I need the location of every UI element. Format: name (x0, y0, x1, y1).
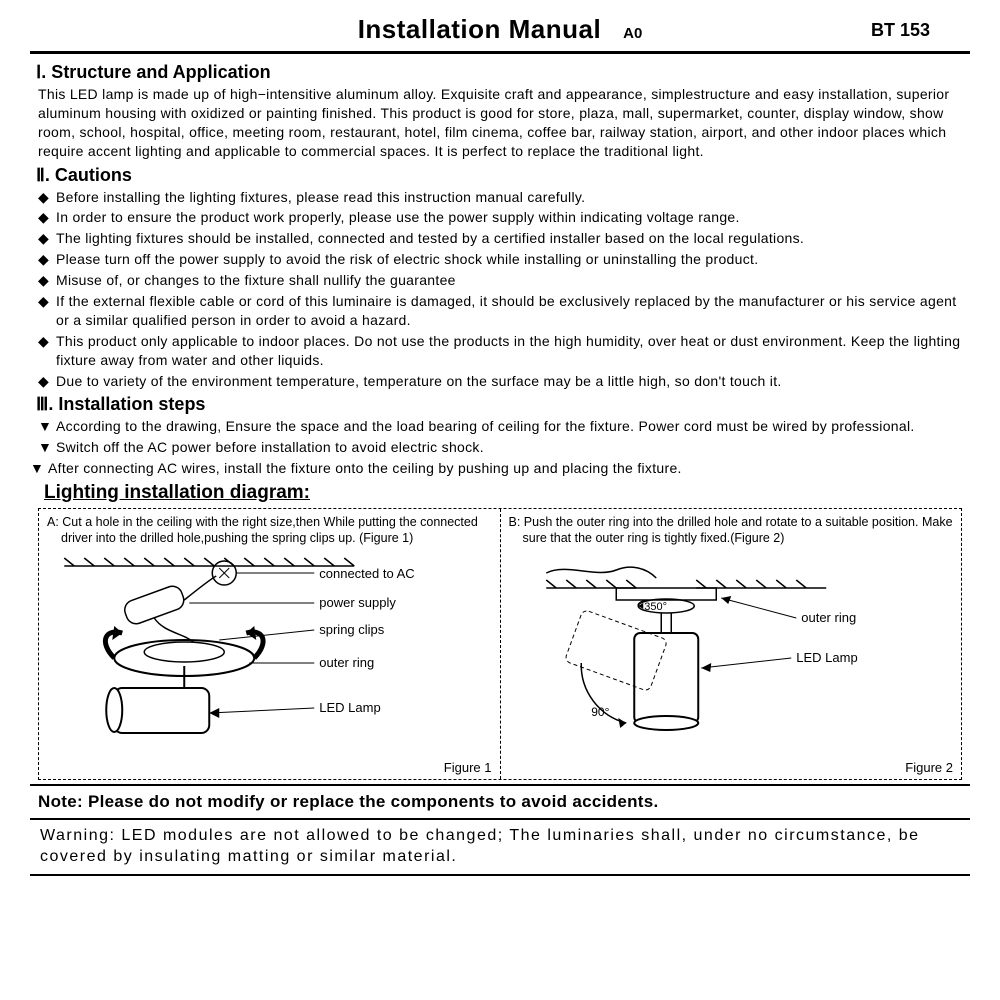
step-item: ▼Switch off the AC power before installa… (38, 438, 962, 457)
caution-item: ◆This product only applicable to indoor … (38, 332, 962, 370)
label-psu: power supply (319, 595, 396, 610)
divider (30, 784, 970, 786)
label-ring: outer ring (319, 655, 374, 670)
caution-item: ◆If the external flexible cable or cord … (38, 292, 962, 330)
label-clips: spring clips (319, 622, 385, 637)
figure-1: A: Cut a hole in the ceiling with the ri… (39, 509, 500, 779)
section1-title: Ⅰ. Structure and Application (30, 62, 970, 83)
caution-item: ◆Misuse of, or changes to the fixture sh… (38, 271, 962, 290)
label-350: 350° (644, 601, 667, 613)
warning: Warning: LED modules are not allowed to … (30, 824, 970, 870)
caution-item: ◆In order to ensure the product work pro… (38, 208, 962, 227)
section3-title: Ⅲ. Installation steps (30, 394, 970, 415)
figure-2: B: Push the outer ring into the drilled … (500, 509, 962, 779)
divider (30, 818, 970, 820)
model-number: BT 153 (871, 20, 930, 41)
step-item: ▼According to the drawing, Ensure the sp… (38, 417, 962, 436)
label-90: 90° (591, 705, 609, 719)
figure-1-label: Figure 1 (47, 760, 492, 775)
figure-2-label: Figure 2 (509, 760, 954, 775)
caution-item: ◆Before installing the lighting fixtures… (38, 188, 962, 207)
label-lamp2: LED Lamp (796, 650, 857, 665)
caution-item: ◆Due to variety of the environment tempe… (38, 372, 962, 391)
cautions-list: ◆Before installing the lighting fixtures… (30, 188, 970, 391)
caution-item: ◆Please turn off the power supply to avo… (38, 250, 962, 269)
diagram-row: A: Cut a hole in the ceiling with the ri… (38, 508, 962, 780)
section2-title: Ⅱ. Cautions (30, 165, 970, 186)
step-item: ▼After connecting AC wires, install the … (30, 459, 962, 478)
revision: A0 (623, 25, 642, 42)
figure-2-svg: 350° outer ring 90° (509, 548, 954, 758)
diagram-title: Lighting installation diagram: (44, 482, 970, 504)
caution-item: ◆The lighting fixtures should be install… (38, 229, 962, 248)
divider (30, 51, 970, 54)
header: Installation Manual A0 BT 153 (30, 14, 970, 45)
doc-title: Installation Manual (358, 14, 602, 45)
figure-2-caption: B: Push the outer ring into the drilled … (509, 515, 954, 546)
steps-list: ▼According to the drawing, Ensure the sp… (30, 417, 970, 478)
figure-1-svg: connected to AC power supply spring clip… (47, 548, 492, 758)
label-ac: connected to AC (319, 566, 414, 581)
label-lamp: LED Lamp (319, 700, 380, 715)
divider (30, 874, 970, 876)
note: Note: Please do not modify or replace th… (30, 790, 970, 814)
section1-body: This LED lamp is made up of high−intensi… (30, 85, 970, 161)
figure-1-caption: A: Cut a hole in the ceiling with the ri… (47, 515, 492, 546)
label-ring2: outer ring (801, 610, 856, 625)
